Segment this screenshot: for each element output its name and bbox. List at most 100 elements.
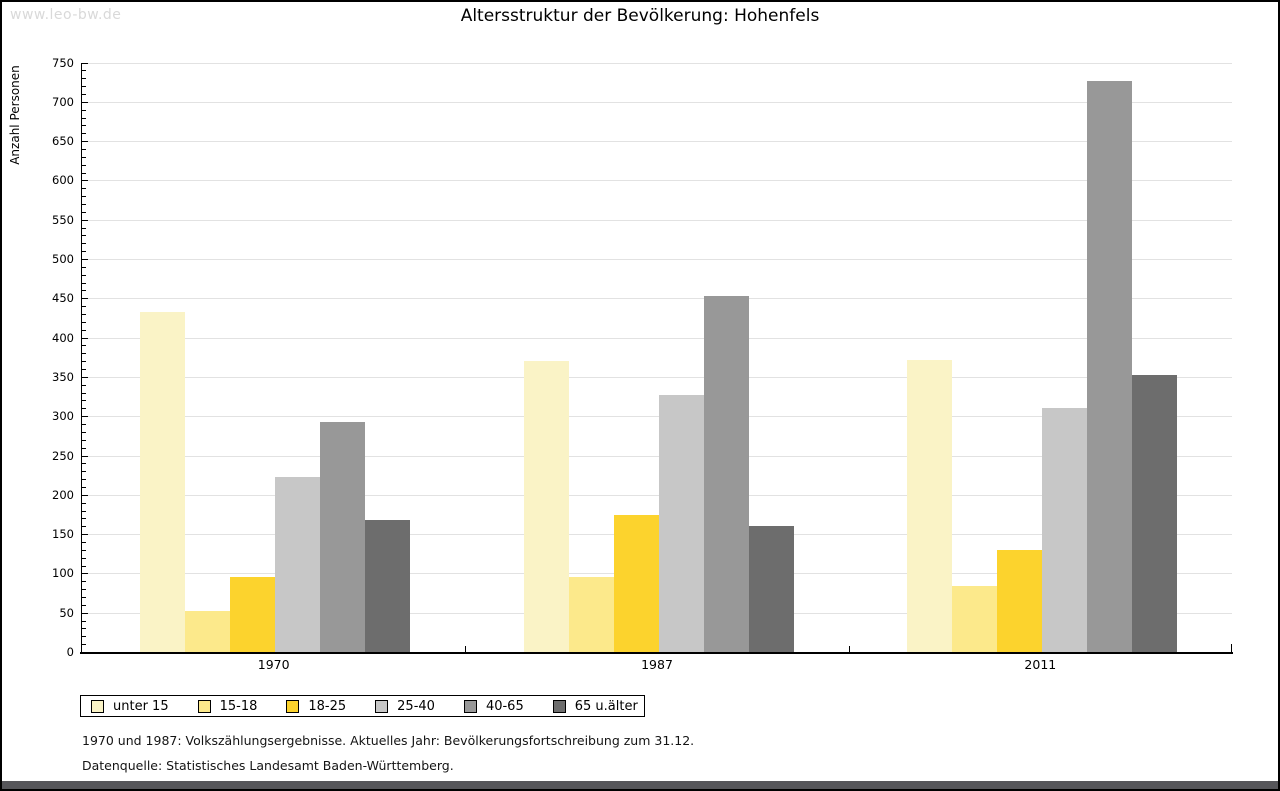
y-axis-tick — [82, 644, 86, 646]
y-axis-tick — [82, 235, 86, 237]
legend-swatch — [552, 699, 566, 713]
bar-2011-65-u-lter — [1131, 375, 1177, 652]
y-axis-tick — [82, 439, 86, 441]
y-axis-tick — [82, 321, 86, 323]
legend-item: 25-40 — [375, 699, 435, 714]
y-axis-tick-label: 250 — [52, 448, 74, 463]
bar-1987-25-40 — [658, 394, 704, 652]
y-axis-tick-label: 450 — [52, 291, 74, 306]
y-axis-tick-label: 650 — [52, 134, 74, 149]
y-axis-tick — [82, 93, 86, 95]
y-axis-tick — [82, 156, 86, 158]
y-axis-tick — [82, 188, 86, 190]
y-axis-tick — [82, 298, 88, 300]
y-axis-tick — [82, 526, 86, 528]
y-axis-tick-label: 200 — [52, 487, 74, 502]
bottom-bar — [2, 781, 1278, 789]
gridline — [83, 376, 1232, 378]
y-axis-tick — [82, 369, 86, 371]
legend-item: unter 15 — [91, 699, 169, 714]
y-axis-tick-label: 700 — [52, 94, 74, 109]
y-axis-tick — [82, 510, 86, 512]
y-axis-tick — [82, 455, 88, 457]
y-axis-tick — [82, 494, 88, 496]
bar-1970-15-18 — [185, 611, 231, 652]
y-axis-tick — [82, 227, 86, 229]
y-axis-tick — [82, 125, 86, 127]
y-axis-tick-label: 500 — [52, 252, 74, 266]
legend-item: 65 u.älter — [552, 698, 638, 714]
x-axis-category-label: 2011 — [1024, 657, 1057, 672]
legend-label: 25-40 — [397, 698, 435, 714]
x-axis-line — [80, 652, 1233, 654]
y-axis-tick-label: 100 — [52, 566, 74, 581]
y-axis-tick — [82, 274, 86, 276]
legend-label: 65 u.älter — [574, 698, 638, 714]
y-axis-tick — [82, 534, 88, 536]
y-axis-tick — [82, 196, 86, 198]
y-axis-tick — [82, 251, 86, 253]
y-axis-tick — [82, 259, 88, 260]
x-axis-category-label: 1987 — [641, 657, 673, 672]
y-axis-tick — [82, 400, 86, 402]
gridline — [83, 62, 1232, 64]
y-axis-tick — [82, 471, 86, 473]
y-axis-tick-label: 750 — [52, 55, 74, 70]
gridline — [83, 298, 1232, 300]
y-axis-tick — [82, 565, 86, 567]
y-axis-tick — [82, 557, 86, 559]
bar-2011-40-65 — [1086, 81, 1132, 652]
legend-label: 40-65 — [485, 698, 524, 714]
y-axis-tick-label: 150 — [52, 527, 74, 542]
legend-swatch — [375, 699, 389, 713]
y-axis-line — [81, 62, 82, 654]
y-axis-tick — [82, 141, 88, 143]
y-axis-tick — [82, 431, 86, 433]
y-axis-tick — [82, 133, 86, 135]
y-axis-tick — [82, 101, 88, 103]
legend-swatch — [91, 699, 104, 713]
bar-2011-25-40 — [1041, 408, 1087, 652]
y-axis-tick — [82, 306, 86, 308]
bar-2011-unter-15 — [906, 359, 952, 652]
y-axis-tick — [82, 541, 86, 543]
y-axis-tick — [82, 62, 88, 64]
bar-1970-40-65 — [320, 422, 366, 652]
y-axis-tick — [82, 117, 86, 119]
y-axis-tick — [82, 86, 86, 88]
y-axis-tick — [82, 172, 86, 174]
gridline — [83, 259, 1232, 260]
bar-1987-18-25 — [613, 515, 659, 652]
legend: unter 15 15-18 18-25 25-40 40-65 65 u.älter — [80, 695, 645, 717]
y-axis-tick — [82, 392, 86, 394]
y-axis-tick — [82, 353, 86, 355]
y-axis-tick — [82, 314, 86, 316]
y-axis-tick — [82, 243, 86, 245]
y-axis-tick-label: 350 — [52, 369, 74, 384]
x-axis-boundary-tick — [848, 646, 850, 652]
x-axis-boundary-tick — [465, 646, 467, 652]
y-axis-tick-label: 50 — [59, 605, 74, 620]
bar-1987-40-65 — [703, 295, 749, 652]
gridline — [83, 101, 1232, 103]
plot-area: 1970 1987 2011 0 50 100 150 200 250 300 350 400 450 5… — [2, 2, 1278, 692]
legend-item: 40-65 — [463, 698, 524, 714]
y-axis-tick — [82, 573, 88, 575]
y-axis-tick — [82, 463, 86, 465]
y-axis-tick — [82, 628, 86, 630]
y-axis-tick — [82, 180, 88, 182]
y-axis-tick — [82, 589, 86, 591]
chart-title: Altersstruktur der Bevölkerung: Hohenfel… — [460, 6, 820, 26]
y-axis-tick — [82, 361, 86, 363]
y-axis-tick — [82, 211, 86, 213]
legend-swatch — [286, 699, 300, 713]
y-axis-tick — [82, 78, 86, 80]
footnote-1: 1970 und 1987: Volkszählungsergebnisse. … — [82, 733, 695, 748]
bar-1970-unter-15 — [140, 312, 186, 652]
bar-2011-18-25 — [996, 549, 1042, 652]
watermark: www.leo-bw.de — [10, 7, 122, 23]
y-axis-tick — [82, 581, 86, 583]
legend-label: 18-25 — [308, 698, 347, 714]
y-axis-tick — [82, 219, 88, 221]
y-axis-tick-label: 0 — [66, 645, 74, 659]
